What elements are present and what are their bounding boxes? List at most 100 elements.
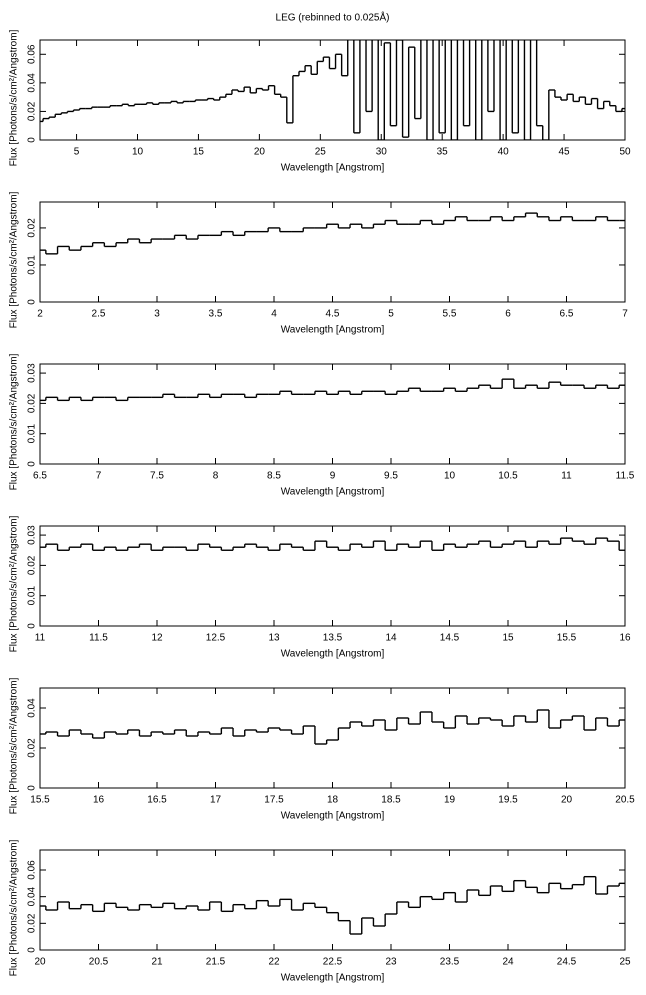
plot-frame	[39, 363, 626, 465]
x-tick-label: 23	[385, 957, 397, 968]
y-tick-label: 0.04	[27, 886, 38, 906]
x-tick-label: 17.5	[264, 795, 284, 806]
x-tick-label: 11	[561, 471, 572, 482]
plot-area	[40, 875, 625, 935]
x-tick-label: 45	[559, 147, 571, 158]
x-tick-label: 23.5	[440, 957, 460, 968]
x-axis-label: Wavelength [Angstrom]	[281, 649, 385, 660]
x-tick-label: 7	[622, 309, 628, 320]
x-tick-label: 35	[437, 147, 449, 158]
x-tick-label: 25	[619, 957, 631, 968]
y-tick-label: 0	[27, 461, 38, 467]
x-tick-label: 12.5	[206, 633, 226, 644]
x-tick-label: 18	[327, 795, 339, 806]
x-tick-label: 18.5	[381, 795, 401, 806]
x-tick-label: 3.5	[209, 309, 223, 320]
y-tick-label: 0.06	[27, 860, 38, 880]
y-axis-label: Flux [Photons/s/cm²/Angstrom]	[9, 191, 20, 328]
plot-area	[40, 40, 625, 140]
x-axis-label: Wavelength [Angstrom]	[281, 163, 385, 174]
x-tick-label: 6	[505, 309, 511, 320]
x-tick-label: 14.5	[440, 633, 460, 644]
x-tick-label: 22	[268, 957, 280, 968]
y-tick-label: 0.04	[27, 73, 38, 93]
x-axis-label: Wavelength [Angstrom]	[281, 973, 385, 984]
y-tick-label: 0.03	[27, 525, 38, 545]
x-tick-label: 17	[210, 795, 222, 806]
x-tick-label: 12	[151, 633, 163, 644]
x-tick-label: 20	[254, 147, 266, 158]
y-tick-label: 0.02	[27, 913, 38, 933]
x-tick-label: 19	[444, 795, 456, 806]
x-tick-label: 6.5	[33, 471, 47, 482]
x-tick-label: 7	[96, 471, 102, 482]
x-tick-label: 11.5	[616, 471, 635, 482]
y-axis-label: Flux [Photons/s/cm²/Angstrom]	[9, 29, 20, 166]
plot-area	[40, 709, 625, 745]
y-tick-label: 0.02	[27, 738, 38, 758]
x-tick-label: 5.5	[443, 309, 457, 320]
x-tick-label: 16	[93, 795, 105, 806]
x-tick-label: 5	[74, 147, 80, 158]
x-tick-label: 22.5	[323, 957, 343, 968]
x-axis-label: Wavelength [Angstrom]	[281, 487, 385, 498]
plot-frame	[39, 687, 626, 789]
y-tick-label: 0	[27, 785, 38, 791]
x-axis-label: Wavelength [Angstrom]	[281, 325, 385, 336]
y-tick-label: 0.01	[27, 586, 38, 606]
x-tick-label: 11	[35, 633, 46, 644]
x-tick-label: 10.5	[498, 471, 518, 482]
x-tick-label: 15.5	[557, 633, 577, 644]
x-tick-label: 15	[193, 147, 205, 158]
x-axis-label: Wavelength [Angstrom]	[281, 811, 385, 822]
x-tick-label: 13	[268, 633, 280, 644]
x-tick-label: 10	[132, 147, 144, 158]
x-tick-label: 2	[37, 309, 43, 320]
chart-title: LEG (rebinned to 0.025Å)	[276, 11, 390, 24]
x-tick-label: 40	[498, 147, 510, 158]
y-tick-label: 0.02	[27, 393, 38, 413]
x-tick-label: 16.5	[147, 795, 167, 806]
x-tick-label: 50	[619, 147, 631, 158]
x-tick-label: 24	[502, 957, 514, 968]
x-tick-label: 24.5	[557, 957, 577, 968]
x-tick-label: 4	[271, 309, 277, 320]
x-tick-label: 13.5	[323, 633, 343, 644]
plot-area	[40, 537, 625, 551]
y-tick-label: 0.01	[27, 255, 38, 275]
y-tick-label: 0.02	[27, 555, 38, 575]
plot-area	[40, 378, 625, 402]
x-tick-label: 20.5	[615, 795, 635, 806]
y-tick-label: 0.03	[27, 363, 38, 383]
x-tick-label: 7.5	[150, 471, 164, 482]
x-tick-label: 4.5	[326, 309, 340, 320]
x-tick-label: 21.5	[206, 957, 226, 968]
x-tick-label: 14	[385, 633, 397, 644]
y-axis-label: Flux [Photons/s/cm²/Angstrom]	[9, 839, 20, 976]
y-tick-label: 0	[27, 947, 38, 953]
x-tick-label: 30	[376, 147, 388, 158]
plot-frame	[39, 39, 626, 141]
x-tick-label: 20.5	[89, 957, 109, 968]
y-tick-label: 0	[27, 623, 38, 629]
y-axis-label: Flux [Photons/s/cm²/Angstrom]	[9, 677, 20, 814]
x-tick-label: 15.5	[30, 795, 50, 806]
x-tick-label: 3	[154, 309, 160, 320]
x-tick-label: 19.5	[498, 795, 518, 806]
y-tick-label: 0.06	[27, 44, 38, 64]
y-tick-label: 0	[27, 299, 38, 305]
y-axis-label: Flux [Photons/s/cm²/Angstrom]	[9, 515, 20, 652]
y-axis-label: Flux [Photons/s/cm²/Angstrom]	[9, 353, 20, 490]
x-tick-label: 11.5	[89, 633, 108, 644]
y-tick-label: 0.02	[27, 101, 38, 121]
x-tick-label: 9	[330, 471, 336, 482]
x-tick-label: 15	[502, 633, 514, 644]
y-tick-label: 0.04	[27, 698, 38, 718]
x-tick-label: 9.5	[384, 471, 398, 482]
x-tick-label: 2.5	[92, 309, 106, 320]
x-tick-label: 20	[34, 957, 46, 968]
y-tick-label: 0.02	[27, 218, 38, 238]
x-tick-label: 8.5	[267, 471, 281, 482]
y-tick-label: 0	[27, 137, 38, 143]
